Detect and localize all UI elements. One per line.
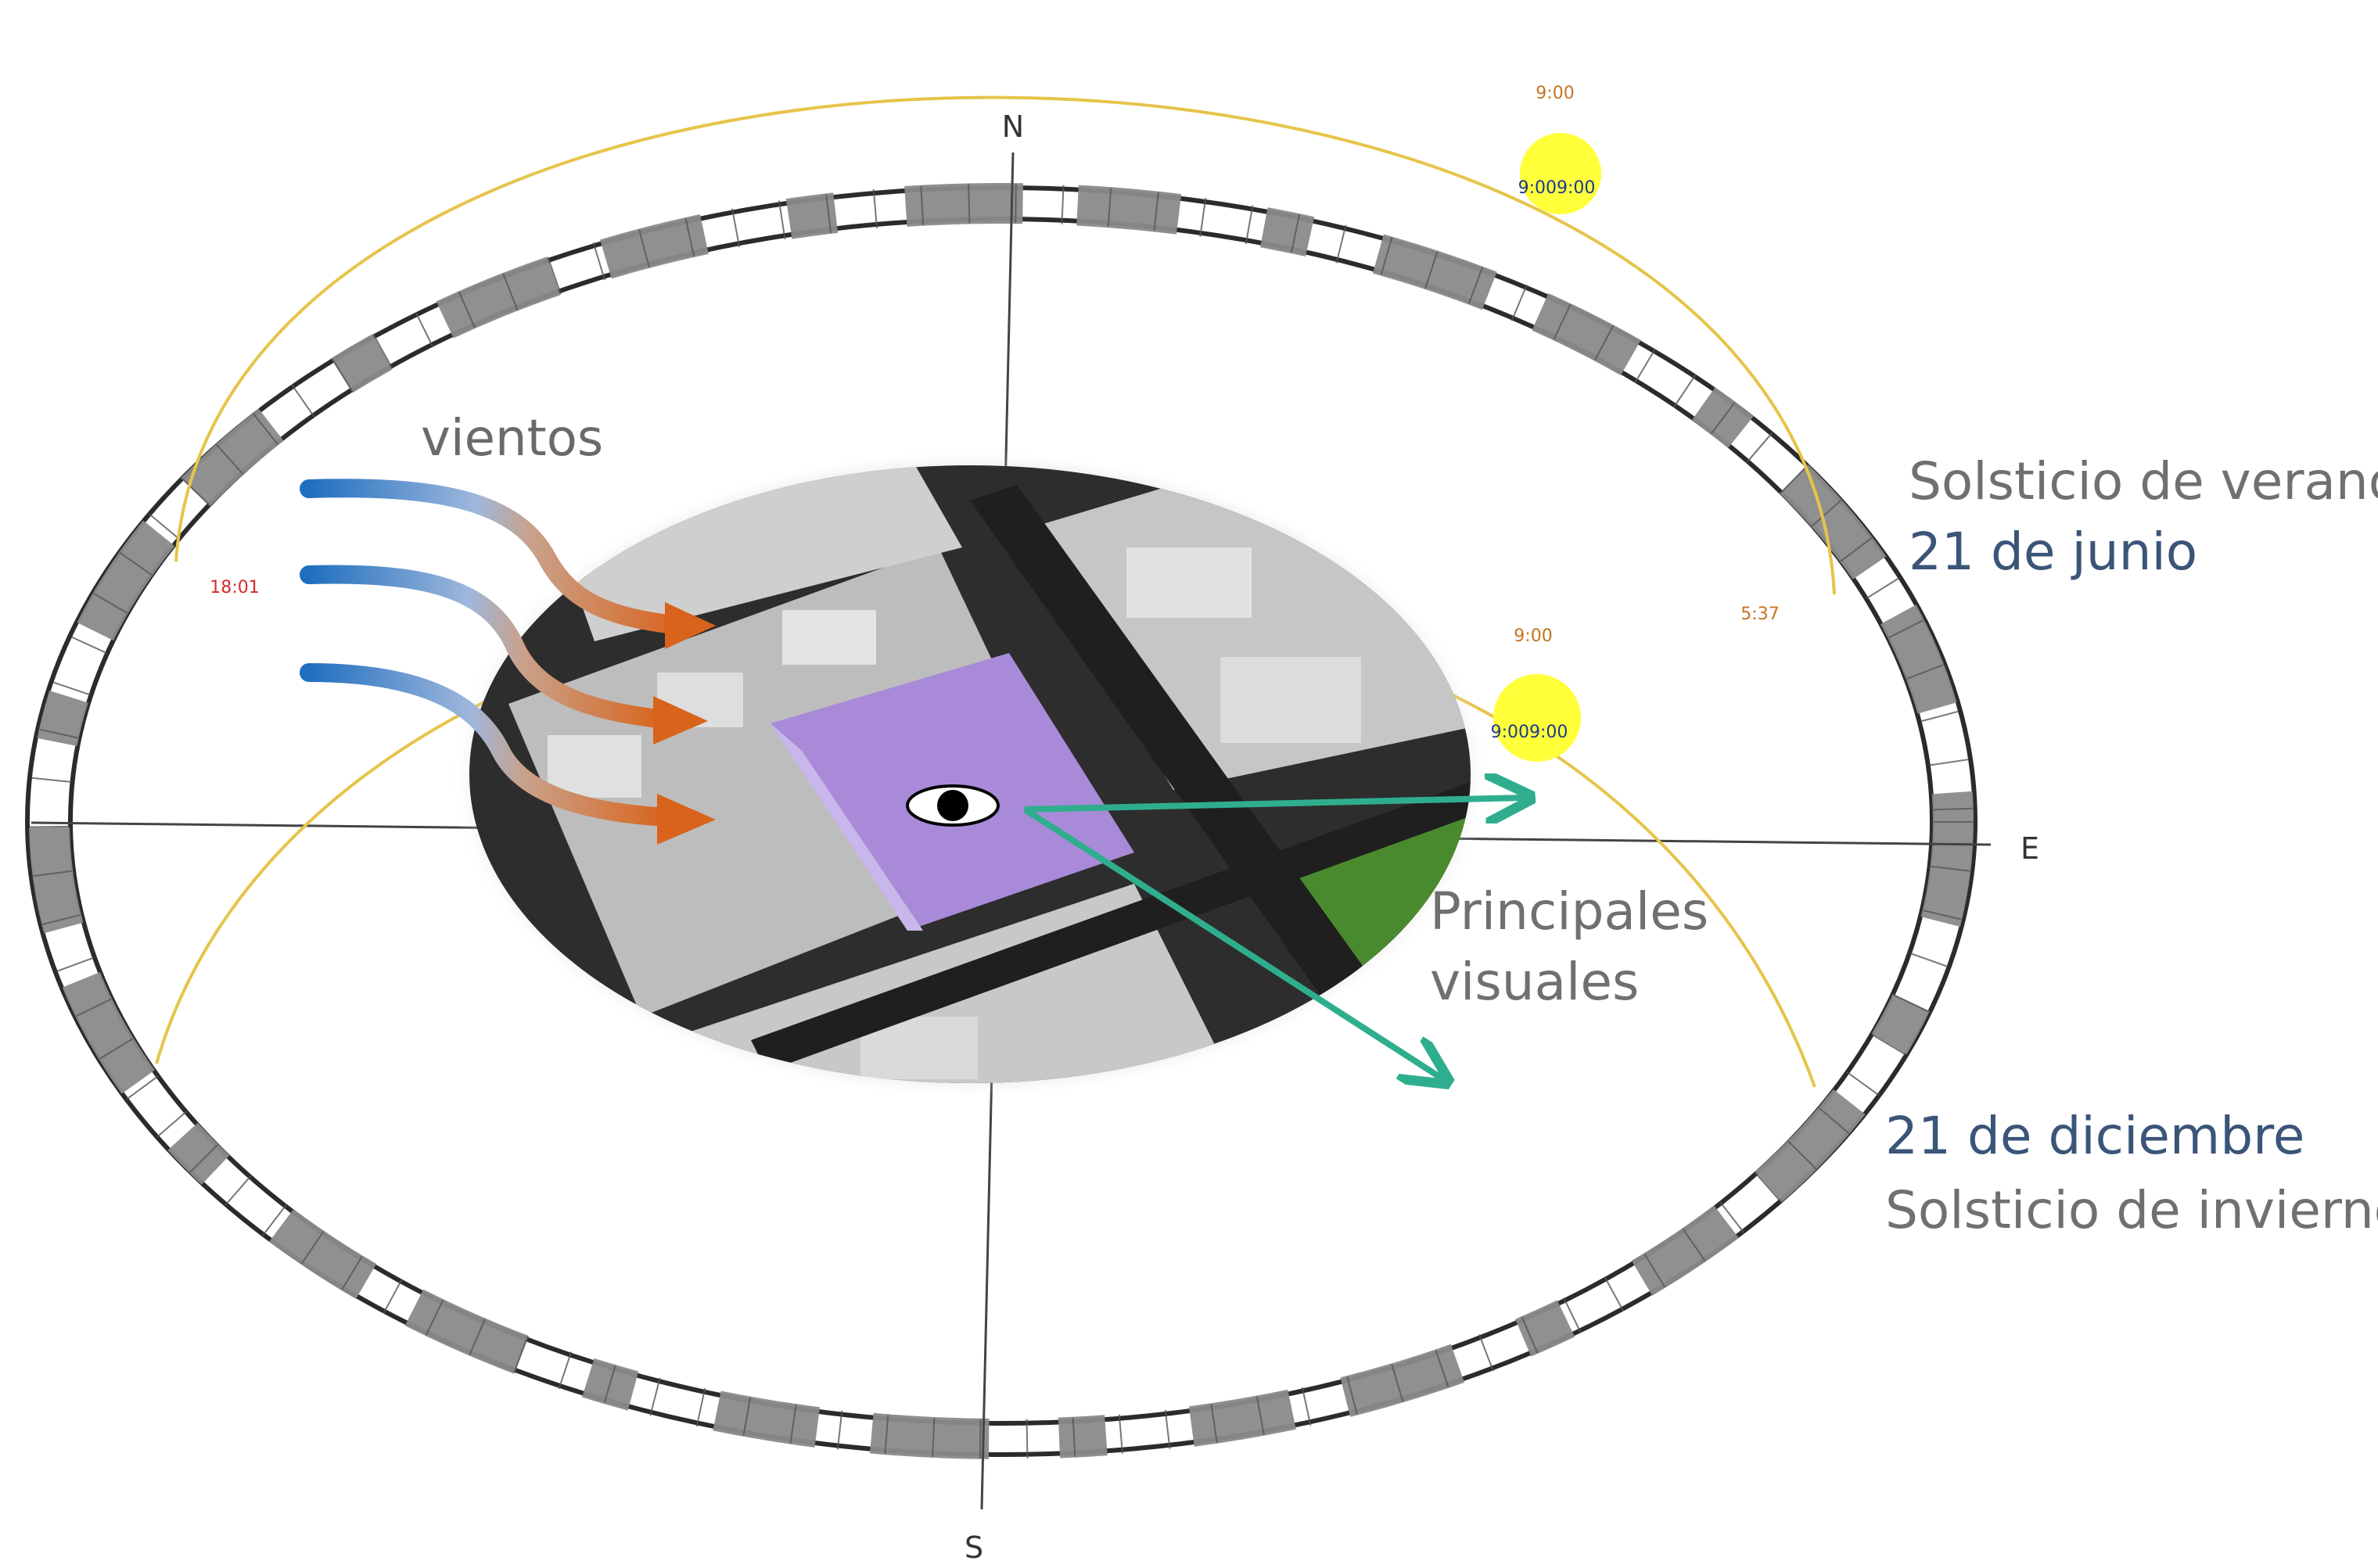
- visuales-label-line2: visuales: [1430, 952, 1639, 1012]
- south-label: S: [964, 1530, 983, 1565]
- summer-sun-time: 9:009:00: [1518, 178, 1596, 198]
- wind-arrow-3: [300, 663, 716, 845]
- compass-ring: [25, 183, 1977, 1459]
- winter-sun-time-top: 9:00: [1514, 626, 1552, 646]
- north-label: N: [1002, 109, 1024, 144]
- winter-sun-time: 9:009:00: [1491, 723, 1568, 742]
- summer-sun-path: [174, 95, 1836, 595]
- time-left-red: 18:01: [210, 578, 259, 597]
- winter-solstice-title: Solsticio de invierno: [1885, 1180, 2378, 1240]
- east-label: E: [2021, 831, 2039, 866]
- winter-solstice-date: 21 de diciembre: [1885, 1106, 2304, 1166]
- vientos-label: vientos: [421, 410, 603, 468]
- wind-arrow-2: [300, 565, 708, 745]
- winter-sun: 9:00 9:009:00: [1491, 626, 1581, 762]
- view-arrow-southeast: [1022, 806, 1443, 1079]
- summer-sun-time-top: 9:00: [1536, 84, 1574, 103]
- eye-icon: [906, 784, 1000, 827]
- time-right-orange: 5:37: [1740, 605, 1779, 624]
- wind-arrow-1: [300, 479, 716, 649]
- summer-solstice-date: 21 de junio: [1909, 522, 2197, 582]
- view-arrows: [1022, 798, 1525, 1079]
- summer-solstice-title: Solsticio de verano: [1909, 451, 2378, 511]
- visuales-label-line1: Principales: [1430, 881, 1708, 942]
- view-arrow-east: [1024, 798, 1525, 809]
- wind-arrows: [300, 479, 716, 845]
- summer-sun: 9:00 9:009:00: [1518, 84, 1601, 214]
